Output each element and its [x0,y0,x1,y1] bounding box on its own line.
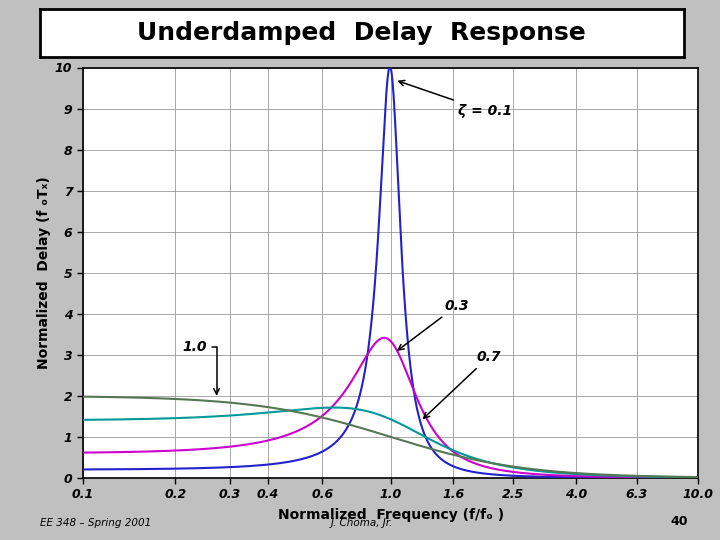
Text: 1.0: 1.0 [182,340,220,394]
X-axis label: Normalized  Frequency (f/fₒ ): Normalized Frequency (f/fₒ ) [277,508,504,522]
Text: 0.3: 0.3 [398,299,469,350]
Text: 40: 40 [670,515,688,528]
Text: 0.7: 0.7 [423,350,501,418]
Text: EE 348 – Spring 2001: EE 348 – Spring 2001 [40,518,151,528]
Text: ζ = 0.1: ζ = 0.1 [399,80,512,118]
Text: J. Choma, Jr.: J. Choma, Jr. [330,518,392,528]
Text: Underdamped  Delay  Response: Underdamped Delay Response [137,21,586,45]
Y-axis label: Normalized  Delay (f ₒTₓ): Normalized Delay (f ₒTₓ) [37,177,50,369]
